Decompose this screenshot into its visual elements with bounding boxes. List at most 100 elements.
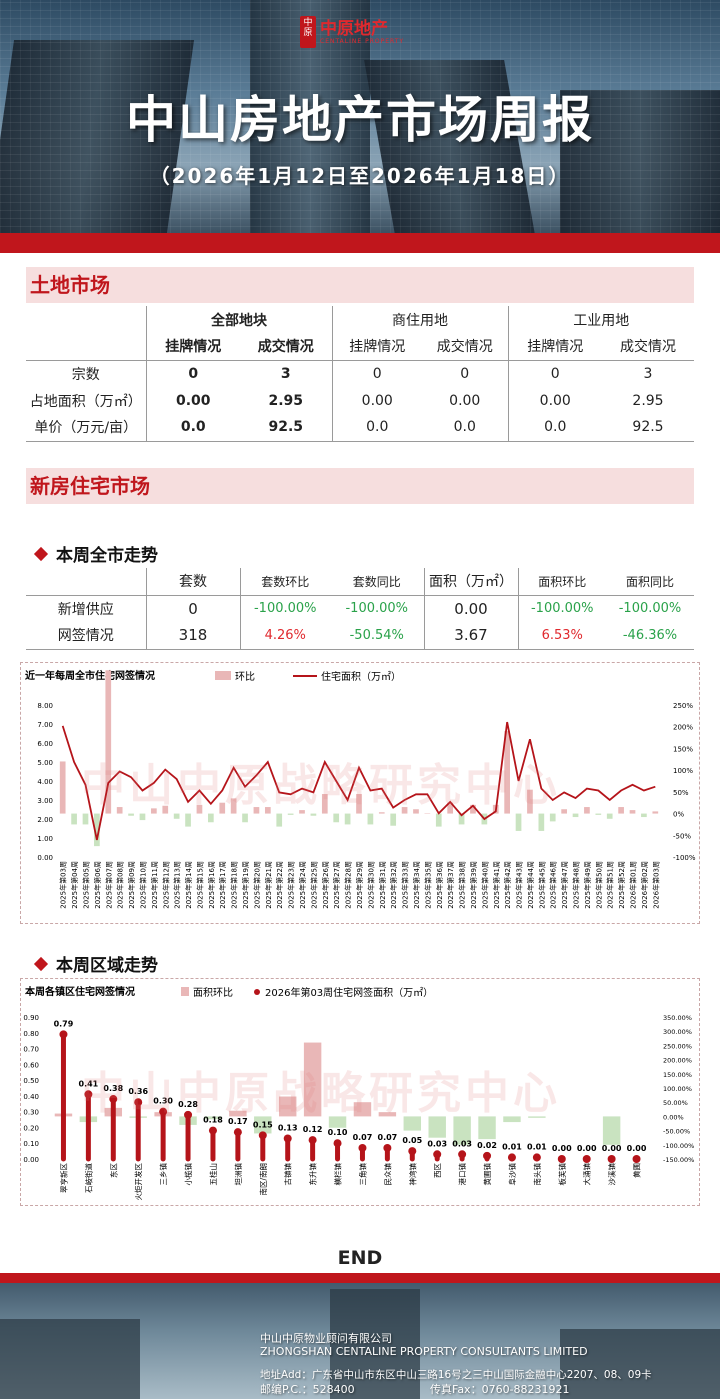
lollipop-dot	[184, 1110, 193, 1119]
date-range: （2026年1月12日至2026年1月18日）	[149, 164, 571, 188]
x-tick-label: 小榄镇	[183, 1163, 193, 1186]
x-tick-label: 2025年第36周	[435, 861, 444, 909]
y-right-tick-label: -50%	[673, 832, 691, 840]
bar	[310, 813, 317, 816]
bar	[561, 809, 567, 814]
data-label: 0.12	[303, 1125, 323, 1134]
group-header: 工业用地	[573, 312, 630, 329]
bar	[353, 1102, 372, 1117]
x-tick-label: 2025年第11周	[150, 861, 159, 909]
y-left-tick-label: 0.00	[23, 1156, 39, 1164]
district-chart-box: 中山中原战略研究中心 本周各镇区住宅网签情况 面积环比 2026年第03周住宅网…	[20, 978, 700, 1206]
y-right-tick-label: 100%	[673, 767, 693, 775]
bar	[595, 813, 602, 815]
x-tick-label: 2025年第15周	[195, 861, 204, 909]
x-tick-label: 东升镇	[308, 1163, 318, 1186]
bar	[196, 804, 203, 814]
col-header: 面积同比	[606, 568, 694, 596]
data-label: 0.01	[527, 1142, 547, 1151]
cell: -46.36%	[606, 622, 694, 650]
col-header: 套数	[146, 568, 241, 596]
bar	[162, 805, 169, 814]
table-row: 占地面积（万㎡） 0.00 2.95 0.00 0.00 0.00 2.95	[26, 387, 694, 414]
bar	[378, 812, 385, 814]
data-label: 0.07	[378, 1133, 398, 1142]
cell: 0.00	[424, 595, 519, 622]
y-right-tick-label: 100.00%	[663, 1085, 692, 1093]
y-right-tick-label: 200.00%	[663, 1057, 692, 1065]
diamond-bullet-icon	[33, 546, 49, 561]
y-right-tick-label: 50%	[673, 789, 689, 797]
y-left-tick-label: 2.00	[37, 816, 53, 824]
x-tick-label: 2026年第02周	[640, 861, 649, 909]
cell: 0	[146, 595, 241, 622]
company-postcode: 邮编P.C.：528400	[260, 1383, 355, 1396]
bar	[253, 807, 260, 814]
x-tick-label: 西区	[433, 1163, 442, 1179]
company-logo: 中原 中原地产 CENTALINE PROPERTY	[300, 16, 404, 48]
newhome-table: 套数 套数环比 套数同比 面积（万㎡） 面积环比 面积同比 新增供应 0 -10…	[26, 568, 694, 650]
corner-cell	[26, 306, 147, 333]
cell: 0.0	[146, 414, 240, 442]
y-right-tick-label: 200%	[673, 724, 693, 732]
x-tick-label: 2025年第32周	[389, 861, 398, 909]
subcol-header: 成交情况	[240, 333, 333, 361]
x-tick-label: 2025年第12周	[161, 861, 170, 909]
x-tick-label: 2025年第18周	[230, 861, 239, 909]
bar	[229, 1110, 247, 1117]
bar	[390, 813, 397, 826]
bar	[278, 1096, 297, 1117]
col-header: 面积环比	[518, 568, 606, 596]
data-label: 0.07	[353, 1133, 373, 1142]
cell: 6.53%	[518, 622, 606, 650]
bar	[321, 794, 328, 814]
bar	[219, 802, 226, 814]
bar	[528, 1116, 546, 1118]
cell: 0.0	[508, 414, 602, 442]
x-tick-label: 2025年第52周	[617, 861, 626, 909]
lollipop-dot	[109, 1095, 118, 1104]
x-tick-label: 2025年第10周	[138, 861, 147, 909]
bar	[356, 794, 362, 814]
lollipop-dot	[333, 1139, 342, 1148]
y-right-tick-label: 250.00%	[663, 1042, 692, 1050]
bar	[276, 813, 283, 827]
x-tick-label: 翠亨新区	[58, 1163, 68, 1193]
footer: 中山中原物业顾问有限公司 ZHONGSHAN CENTALINE PROPERT…	[0, 1273, 720, 1399]
cell: -50.54%	[330, 622, 425, 650]
bar	[515, 813, 522, 831]
data-label: 0.00	[577, 1144, 597, 1153]
window-grid	[0, 0, 720, 235]
x-tick-label: 2025年第33周	[401, 861, 410, 909]
x-tick-label: 2025年第29周	[355, 861, 364, 909]
x-tick-label: 三角镇	[357, 1163, 367, 1186]
lollipop-dot	[59, 1030, 68, 1039]
bar	[549, 813, 556, 822]
bar	[584, 807, 590, 814]
table-row: 宗数 0 3 0 0 0 3	[26, 360, 694, 387]
bar	[470, 804, 476, 814]
y-left-tick-label: 1.00	[37, 835, 53, 843]
bar	[116, 807, 123, 814]
y-left-tick-label: 0.00	[37, 854, 53, 862]
x-tick-label: 2025年第14周	[184, 861, 193, 909]
x-tick-label: 2025年第42周	[503, 861, 512, 909]
report-title: 中山房地产市场周报	[126, 90, 594, 149]
x-tick-label: 黄圃镇	[482, 1163, 492, 1186]
lollipop-dot	[258, 1131, 267, 1140]
y-left-tick-label: 0.40	[23, 1093, 39, 1101]
data-label: 0.15	[253, 1120, 273, 1129]
district-trend-heading: 本周区域走势	[33, 951, 158, 976]
bar	[59, 761, 66, 814]
cell: 0	[422, 360, 509, 387]
lollipop-dot	[582, 1155, 591, 1163]
corner-cell	[26, 568, 147, 596]
data-label: 0.13	[278, 1123, 298, 1132]
y-right-tick-label: 0.00%	[663, 1113, 684, 1121]
bar	[328, 1116, 347, 1128]
data-label: 0.00	[627, 1144, 647, 1153]
y-right-tick-label: 250%	[673, 702, 693, 710]
bar	[413, 809, 419, 814]
x-tick-label: 五桂山	[208, 1163, 218, 1186]
y-left-tick-label: 4.00	[37, 778, 53, 786]
